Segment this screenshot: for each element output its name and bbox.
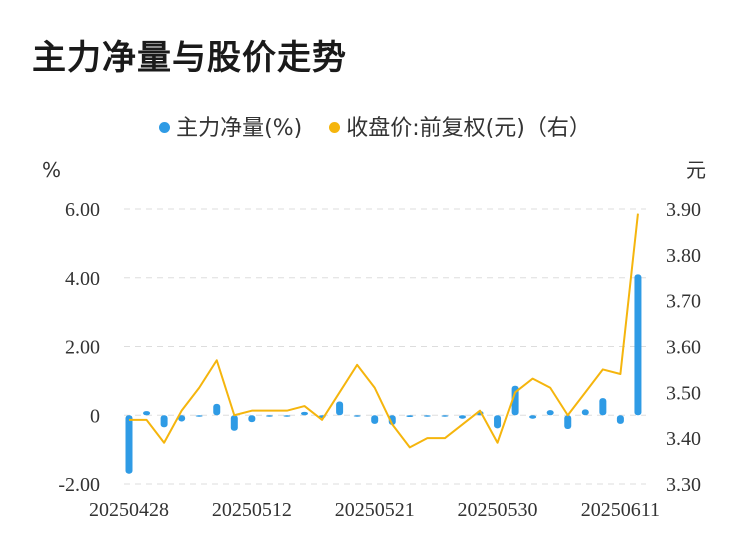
- right-axis-tick-label: 3.40: [666, 428, 701, 450]
- bar[interactable]: [458, 415, 466, 419]
- right-axis-tick-label: 3.60: [666, 337, 701, 359]
- close-price-line[interactable]: [129, 213, 639, 449]
- left-axis-tick-label: -2.00: [58, 474, 100, 496]
- grid-lines: [124, 208, 646, 485]
- left-axis-tick-label: 4.00: [65, 268, 100, 290]
- left-axis-unit: %: [42, 158, 61, 182]
- bar[interactable]: [143, 411, 151, 416]
- right-axis-tick-label: 3.70: [666, 291, 701, 313]
- bar[interactable]: [265, 415, 273, 417]
- bar[interactable]: [616, 415, 624, 424]
- legend-item-net-volume[interactable]: 主力净量(%): [159, 110, 302, 142]
- right-axis-tick-label: 3.50: [666, 382, 701, 404]
- axis-labels: 6.00 4.00 2.00 0 -2.00 3.90 3.80 3.70 3.60 3.50 3.…: [42, 158, 706, 521]
- bar[interactable]: [494, 415, 502, 429]
- legend-dot-line-icon: [329, 121, 341, 133]
- legend-label-close-price: 收盘价:前复权(元)（右）: [346, 116, 591, 141]
- bar[interactable]: [371, 415, 379, 424]
- bar[interactable]: [178, 415, 186, 422]
- left-axis-tick-label: 0: [90, 405, 100, 427]
- bar[interactable]: [248, 415, 256, 423]
- bar[interactable]: [336, 401, 344, 416]
- right-axis-tick-label: 3.30: [666, 474, 701, 496]
- legend-item-close-price[interactable]: 收盘价:前复权(元)（右）: [329, 110, 591, 142]
- bar[interactable]: [634, 274, 642, 416]
- bar[interactable]: [599, 398, 607, 416]
- bar[interactable]: [353, 415, 361, 417]
- bar[interactable]: [511, 385, 519, 416]
- right-axis-tick-label: 3.80: [666, 245, 701, 267]
- bar[interactable]: [423, 415, 431, 417]
- legend-dot-bar-icon: [159, 121, 171, 133]
- right-axis-tick-label: 3.90: [666, 199, 701, 221]
- bar[interactable]: [581, 409, 589, 416]
- x-axis-tick-label: 20250530: [458, 499, 538, 521]
- right-axis-unit: 元: [686, 158, 706, 182]
- bar[interactable]: [564, 415, 572, 429]
- bar[interactable]: [283, 415, 291, 417]
- left-axis-tick-label: 2.00: [65, 337, 100, 359]
- legend-label-net-volume: 主力净量(%): [176, 116, 303, 141]
- bar-series: [125, 274, 642, 474]
- bar[interactable]: [441, 415, 449, 417]
- bar[interactable]: [160, 415, 168, 428]
- x-axis-tick-label: 20250611: [581, 499, 660, 521]
- bar[interactable]: [529, 415, 537, 419]
- bar[interactable]: [125, 415, 133, 474]
- x-axis-tick-label: 20250512: [212, 499, 292, 521]
- chart-title: 主力净量与股价走势: [32, 38, 347, 78]
- bar[interactable]: [230, 415, 238, 431]
- x-axis-tick-label: 20250428: [89, 499, 169, 521]
- bar[interactable]: [195, 415, 203, 417]
- left-axis-tick-label: 6.00: [65, 199, 100, 221]
- bar[interactable]: [406, 415, 414, 417]
- bar[interactable]: [546, 410, 554, 416]
- legend: 主力净量(%) 收盘价:前复权(元)（右）: [0, 110, 750, 142]
- line-series: [129, 213, 639, 449]
- bar[interactable]: [213, 403, 221, 416]
- x-axis-tick-label: 20250521: [335, 499, 415, 521]
- bar[interactable]: [301, 411, 308, 416]
